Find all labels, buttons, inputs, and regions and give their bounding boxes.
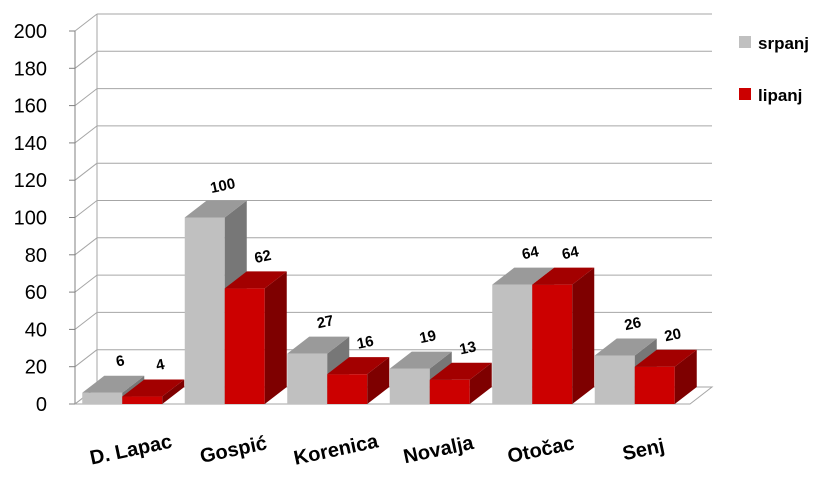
bar-front [594, 355, 635, 404]
bar-top [224, 271, 287, 289]
x-tick-label: D. Lapac [88, 431, 174, 470]
y-tick-label: 0 [36, 394, 47, 416]
legend-item-lipanj: lipanj [739, 86, 802, 105]
bar-front [389, 368, 430, 404]
y-tick-label: 180 [14, 58, 47, 80]
gridline-side [74, 125, 98, 144]
bar-top [532, 267, 595, 285]
bar-top [122, 379, 185, 397]
bar-lipanj-5 [532, 267, 595, 404]
bar-front [429, 379, 470, 404]
legend-label: lipanj [758, 86, 802, 105]
gridline-side [74, 349, 98, 368]
bar-front [82, 392, 123, 404]
legend-item-srpanj: srpanj [739, 34, 809, 53]
data-label: 64 [520, 243, 540, 263]
y-tick-label: 80 [25, 245, 47, 267]
bar-front [287, 353, 328, 404]
gridline-side [74, 13, 98, 32]
bar-side [674, 349, 697, 404]
bar-top [327, 357, 390, 375]
bar-lipanj-4 [429, 362, 492, 404]
data-label: 27 [315, 312, 335, 332]
data-label: 20 [663, 325, 683, 345]
bar-lipanj-1 [122, 379, 185, 404]
legend-label: srpanj [758, 34, 809, 53]
gridline-side [74, 237, 98, 256]
bar-front [184, 217, 225, 404]
gridlines [73, 13, 714, 405]
gridline-side [74, 50, 98, 69]
data-label: 16 [355, 333, 375, 353]
bar-front [327, 374, 368, 404]
y-tick-label: 20 [25, 357, 47, 379]
bar-front [122, 396, 163, 404]
bar-lipanj-2 [224, 271, 287, 404]
data-label: 26 [623, 314, 643, 334]
bar-side [264, 271, 287, 404]
bar-top [429, 362, 492, 380]
bar-top [594, 338, 657, 356]
y-tick-label: 120 [14, 170, 47, 192]
x-tick-label: Korenica [292, 430, 381, 469]
y-tick-label: 60 [25, 282, 47, 304]
bar-front [532, 284, 573, 404]
bar-lipanj-3 [327, 357, 390, 404]
bar-top [82, 375, 145, 393]
data-label: 100 [209, 175, 237, 197]
gridline-side [74, 312, 98, 330]
legend-swatch [739, 36, 751, 48]
y-axis: 0 20 40 60 80 100 120 140 160 180 200 [14, 21, 75, 416]
data-label: 4 [154, 356, 166, 374]
y-tick-label: 40 [25, 319, 47, 341]
data-label: 6 [114, 352, 126, 370]
data-label: 13 [458, 338, 478, 358]
bar-top [287, 336, 350, 354]
gridline-side [74, 88, 98, 106]
bar-top [492, 267, 555, 285]
x-tick-label: Novalja [401, 432, 476, 468]
bar-top [389, 351, 452, 369]
bar-side [469, 362, 492, 404]
y-tick-label: 140 [14, 133, 47, 155]
bar-top [184, 200, 247, 218]
data-label: 19 [418, 327, 438, 347]
bar-lipanj-6 [634, 349, 697, 404]
data-label: 64 [560, 243, 580, 263]
bars [82, 200, 697, 404]
bar-side [572, 267, 595, 404]
x-tick-label: Gospić [198, 432, 269, 468]
y-tick-label: 100 [14, 208, 47, 230]
bar-side [367, 357, 390, 404]
bar-side [162, 379, 185, 404]
bar-front [224, 288, 265, 404]
bar-front [492, 284, 533, 404]
gridline-side [74, 200, 98, 218]
y-tick-label: 160 [14, 96, 47, 118]
bar-front [634, 366, 675, 404]
y-tick-label: 200 [14, 21, 47, 43]
legend: srpanj lipanj [739, 34, 809, 105]
gridline-side [74, 162, 98, 181]
bar-top [634, 349, 697, 367]
legend-swatch [739, 88, 751, 100]
x-axis: D. Lapac Gospić Korenica Novalja Otočac Senj [88, 430, 667, 469]
x-tick-label: Senj [621, 435, 667, 465]
data-label: 62 [253, 247, 273, 267]
x-tick-label: Otočac [506, 432, 577, 468]
gridline-side [74, 274, 98, 293]
